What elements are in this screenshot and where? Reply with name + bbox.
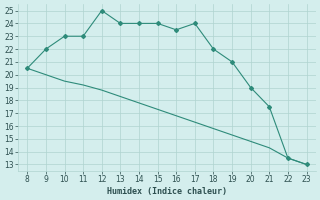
X-axis label: Humidex (Indice chaleur): Humidex (Indice chaleur)	[107, 187, 227, 196]
